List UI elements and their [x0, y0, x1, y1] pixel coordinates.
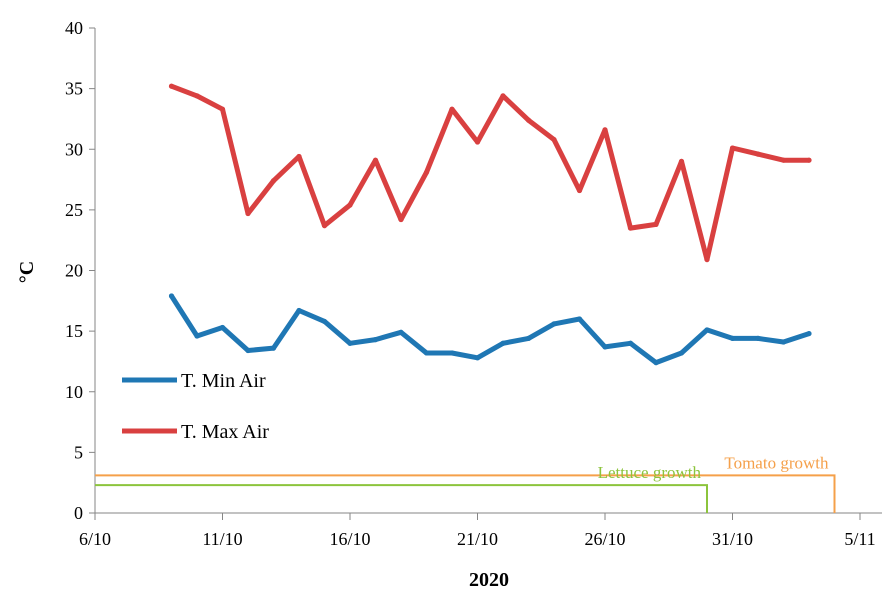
data-point [628, 225, 633, 230]
y-axis-label: °C [16, 261, 38, 283]
x-tick-label: 11/10 [202, 529, 242, 549]
data-point [500, 93, 505, 98]
data-point [424, 350, 429, 355]
data-point [296, 154, 301, 159]
data-point [220, 107, 225, 112]
data-point [628, 341, 633, 346]
data-point [781, 158, 786, 163]
data-point [296, 308, 301, 313]
x-tick-label: 16/10 [329, 529, 370, 549]
data-point [475, 139, 480, 144]
growth-period-bracket [95, 485, 707, 513]
data-point [577, 316, 582, 321]
growth-period-label: Lettuce growth [598, 463, 702, 482]
data-point [602, 127, 607, 132]
data-point [551, 137, 556, 142]
data-point [730, 336, 735, 341]
data-point [271, 346, 276, 351]
data-point [347, 202, 352, 207]
data-point [602, 344, 607, 349]
y-tick-label: 20 [65, 261, 83, 281]
data-point [169, 84, 174, 89]
y-ticks: 0 5 10 15 20 25 30 35 40 [65, 18, 95, 523]
growth-period-label: Tomato growth [724, 453, 829, 472]
data-point [781, 339, 786, 344]
y-tick-label: 25 [65, 200, 83, 220]
data-point [398, 330, 403, 335]
data-point [755, 152, 760, 157]
x-tick-label: 6/10 [79, 529, 111, 549]
data-point [704, 327, 709, 332]
data-point [475, 355, 480, 360]
data-point [806, 331, 811, 336]
data-point [755, 336, 760, 341]
data-point [373, 337, 378, 342]
data-point [271, 178, 276, 183]
data-point [424, 170, 429, 175]
y-tick-label: 40 [65, 18, 83, 38]
x-tick-label: 5/11 [844, 529, 875, 549]
data-point [526, 118, 531, 123]
data-point [245, 211, 250, 216]
data-point [347, 341, 352, 346]
data-point [679, 350, 684, 355]
legend: T. Min Air T. Max Air [122, 370, 269, 443]
x-tick-label: 21/10 [457, 529, 498, 549]
data-point [653, 222, 658, 227]
legend-label: T. Max Air [181, 421, 269, 443]
x-tick-label: 26/10 [584, 529, 625, 549]
data-point [449, 350, 454, 355]
data-point [194, 93, 199, 98]
growth-annotations: Tomato growth Lettuce growth [95, 453, 835, 513]
data-point [322, 223, 327, 228]
data-point [577, 188, 582, 193]
growth-period-bracket [95, 475, 835, 513]
data-point [169, 293, 174, 298]
y-tick-label: 0 [74, 503, 83, 523]
data-point [806, 158, 811, 163]
y-tick-label: 35 [65, 79, 83, 99]
data-point [449, 107, 454, 112]
x-ticks: 6/10 11/10 16/10 21/10 26/10 31/10 5/11 [79, 513, 876, 549]
series-line [172, 296, 810, 363]
data-point [398, 217, 403, 222]
data-point [220, 325, 225, 330]
data-point [526, 336, 531, 341]
data-point [373, 158, 378, 163]
data-point [194, 333, 199, 338]
data-point [730, 145, 735, 150]
data-point [322, 319, 327, 324]
series-lines [169, 84, 812, 366]
y-tick-label: 10 [65, 382, 83, 402]
x-tick-label: 31/10 [712, 529, 753, 549]
y-tick-label: 30 [65, 139, 83, 159]
y-tick-label: 15 [65, 321, 83, 341]
data-point [704, 257, 709, 262]
legend-label: T. Min Air [181, 370, 266, 392]
series-line [172, 86, 810, 259]
y-tick-label: 5 [74, 442, 83, 462]
data-point [245, 348, 250, 353]
data-point [653, 360, 658, 365]
data-point [500, 341, 505, 346]
data-point [551, 321, 556, 326]
data-point [679, 159, 684, 164]
x-axis-label: 2020 [469, 569, 509, 591]
